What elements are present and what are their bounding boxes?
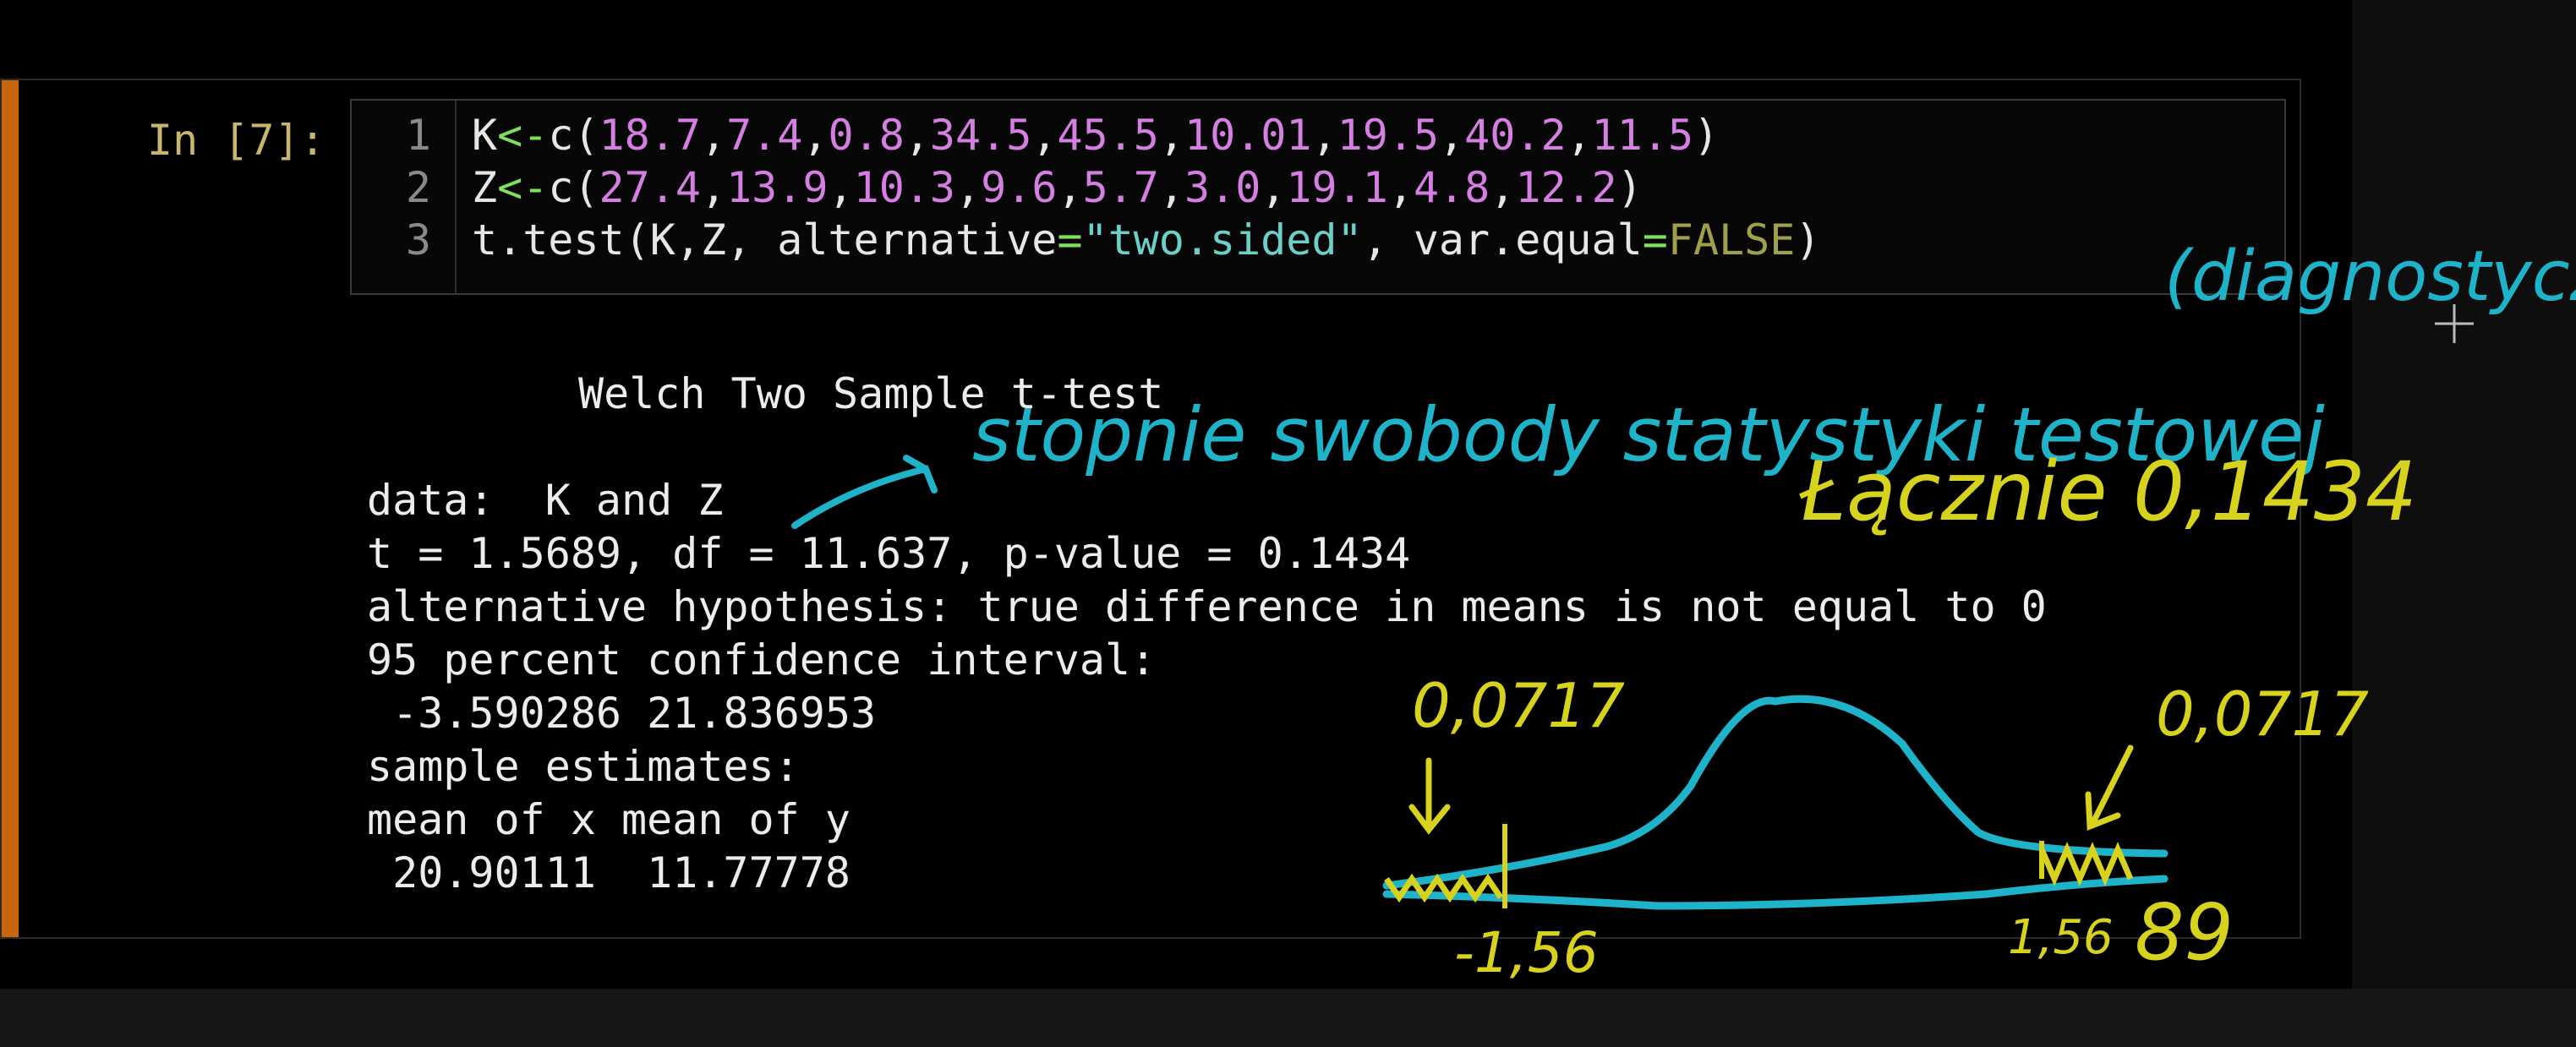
right-panel (2352, 0, 2576, 1047)
code-number: 3.0 (1184, 163, 1261, 212)
code-line-2[interactable]: Z<-c(27.4,13.9,10.3,9.6,5.7,3.0,19.1,4.8… (472, 163, 1643, 212)
cell-selection-bar (2, 80, 19, 937)
code-fn: c( (548, 163, 599, 212)
crosshair-cursor-icon (2435, 304, 2474, 343)
bottom-bar (0, 989, 2576, 1047)
code-number: 11.5 (1591, 111, 1694, 160)
code-number: 9.6 (981, 163, 1058, 212)
code-call: t.test(K,Z, alternative (472, 215, 1058, 264)
code-arg: , var.equal (1362, 215, 1643, 264)
notebook-cell[interactable]: In [7]: 1 2 3 K<-c(18.7,7.4,0.8,34.5,45.… (0, 79, 2301, 939)
code-line-3[interactable]: t.test(K,Z, alternative="two.sided", var… (472, 214, 1820, 266)
code-line-1[interactable]: K<-c(18.7,7.4,0.8,34.5,45.5,10.01,19.5,4… (472, 111, 1720, 160)
code-number: 45.5 (1057, 111, 1159, 160)
output-estimates-label: sample estimates: (367, 742, 800, 791)
code-var: Z (472, 163, 498, 212)
code-number: 0.8 (828, 111, 905, 160)
line-number-gutter: 1 2 3 (352, 101, 457, 293)
code-number: 18.7 (599, 111, 701, 160)
code-number: 7.4 (726, 111, 803, 160)
code-keyword: FALSE (1667, 215, 1796, 264)
code-string: "two.sided" (1082, 215, 1363, 264)
code-number: 27.4 (599, 163, 701, 212)
code-close: ) (1693, 111, 1720, 160)
code-number: 34.5 (929, 111, 1032, 160)
output-stats-line: t = 1.5689, df = 11.637, p-value = 0.143… (367, 529, 1411, 578)
code-close: ) (1795, 215, 1821, 264)
code-number: 10.01 (1184, 111, 1312, 160)
code-number: 19.5 (1337, 111, 1440, 160)
input-prompt: In [7]: (147, 116, 325, 165)
output-ci-values: -3.590286 21.836953 (367, 689, 877, 738)
code-fn: c( (548, 111, 599, 160)
output-estimates-values: 20.90111 11.77778 (367, 848, 850, 897)
line-number: 3 (405, 215, 431, 264)
output-alternative-line: alternative hypothesis: true difference … (367, 582, 2047, 631)
output-title: Welch Two Sample t-test (578, 369, 1164, 418)
output-estimates-header: mean of x mean of y (367, 795, 850, 844)
line-number: 1 (405, 111, 431, 160)
code-number: 40.2 (1464, 111, 1567, 160)
code-editor[interactable]: 1 2 3 K<-c(18.7,7.4,0.8,34.5,45.5,10.01,… (350, 99, 2286, 295)
code-assign: <- (497, 163, 549, 212)
code-var: K (472, 111, 498, 160)
code-number: 4.8 (1413, 163, 1490, 212)
code-number: 13.9 (726, 163, 829, 212)
code-number: 19.1 (1286, 163, 1388, 212)
code-close: ) (1616, 163, 1643, 212)
code-number: 12.2 (1515, 163, 1617, 212)
code-equals: = (1057, 215, 1083, 264)
line-number: 2 (405, 163, 431, 212)
code-number: 10.3 (853, 163, 956, 212)
code-equals: = (1642, 215, 1668, 264)
code-number: 5.7 (1082, 163, 1159, 212)
output-data-line: data: K and Z (367, 476, 724, 525)
code-assign: <- (497, 111, 549, 160)
output-ci-label: 95 percent confidence interval: (367, 635, 1157, 684)
